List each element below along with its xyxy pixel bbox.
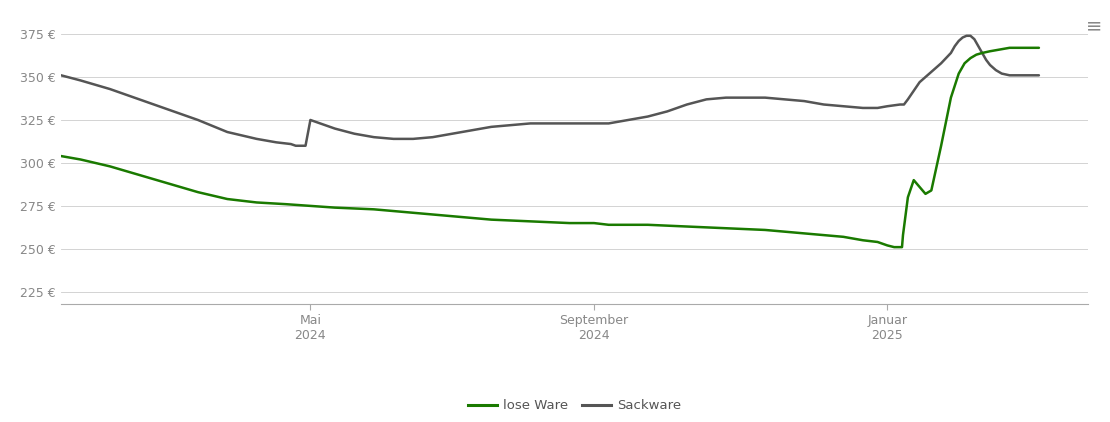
Text: ≡: ≡ [1086, 17, 1102, 36]
Legend: lose Ware, Sackware: lose Ware, Sackware [462, 394, 687, 418]
